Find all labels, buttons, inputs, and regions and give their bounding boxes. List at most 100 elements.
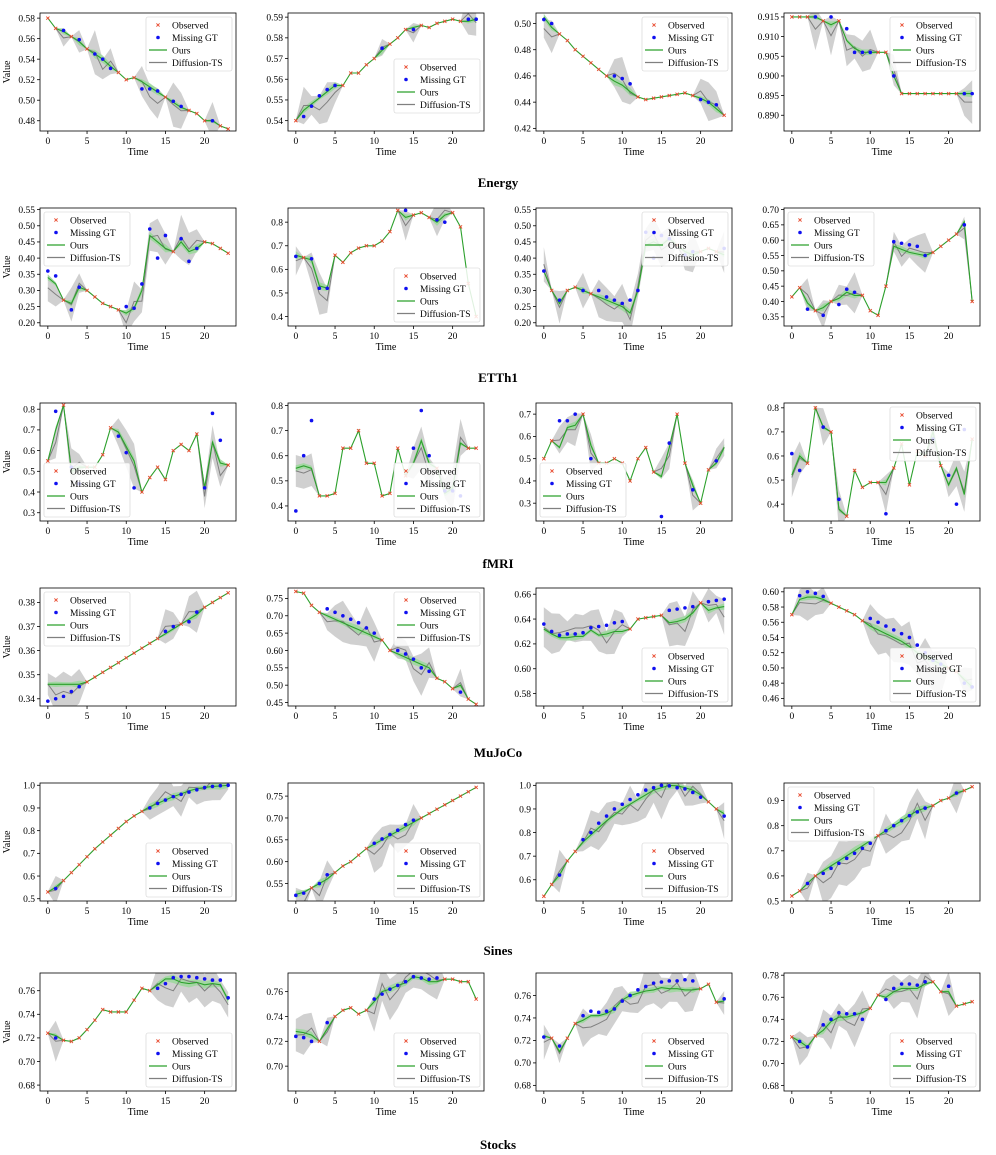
missing-gt-point: [884, 624, 888, 628]
x-axis-label: Time: [872, 917, 893, 928]
diffusion-ts-line: [815, 835, 879, 884]
missing-gt-point: [132, 306, 136, 311]
legend-label: Ours: [566, 492, 585, 502]
legend-label: Missing GT: [70, 609, 116, 619]
row-title-stocks: Stocks: [479, 1137, 517, 1152]
observed-point: [466, 697, 471, 701]
observed-point: [218, 123, 223, 128]
y-tick-label: 0.30: [514, 287, 531, 297]
x-tick-label: 20: [448, 332, 458, 342]
y-tick-label: 0.30: [18, 287, 35, 297]
missing-gt-point: [380, 46, 384, 50]
observed-point: [821, 18, 826, 23]
y-tick-label: 0.74: [762, 1016, 779, 1026]
ours-line: [543, 412, 725, 505]
observed-point: [69, 34, 74, 39]
y-tick-label: 0.72: [762, 1038, 779, 1048]
observed-point: [931, 250, 935, 255]
diffusion-band: [815, 300, 831, 326]
y-tick-label: 0.40: [762, 298, 779, 308]
legend-label: Observed: [668, 847, 705, 857]
missing-gt-point: [210, 978, 215, 982]
x-tick-label: 5: [85, 712, 90, 722]
missing-gt-point: [325, 872, 329, 877]
y-tick-label: 0.56: [762, 619, 779, 629]
observed-point: [789, 612, 794, 617]
observed-point: [931, 979, 935, 984]
missing-gt-point: [108, 66, 113, 71]
observed-point: [202, 118, 207, 123]
missing-gt-point: [899, 241, 904, 246]
missing-gt-point: [612, 74, 617, 78]
missing-gt-point: [403, 822, 408, 827]
missing-gt-point: [821, 313, 825, 318]
chart-sines-4: 0 5 10 15 20 0.5 0.6 0.7 0.8 0.9 Time Observed Missi…: [744, 775, 992, 935]
ours-line: [543, 983, 725, 1053]
ours-line: [295, 976, 477, 1043]
x-tick-label: 5: [829, 1097, 834, 1107]
observed-point: [884, 50, 888, 55]
y-tick-label: 0.37: [18, 623, 35, 633]
missing-gt-point: [372, 997, 377, 1001]
missing-gt-point: [333, 83, 337, 88]
legend-label: Observed: [814, 216, 851, 226]
observed-point: [340, 260, 345, 265]
observed-point: [557, 32, 562, 36]
y-tick-label: 0.72: [18, 1034, 35, 1044]
missing-gt-point: [458, 690, 463, 694]
diffusion-band: [47, 669, 87, 706]
y-tick-label: 0.7: [271, 427, 283, 437]
legend-label: Diffusion-TS: [420, 100, 471, 111]
observed-point: [333, 491, 337, 496]
observed-point: [187, 108, 191, 113]
y-tick-label: 0.900: [758, 72, 780, 82]
missing-gt-point: [155, 986, 160, 991]
y-tick-label: 0.60: [762, 588, 779, 598]
observed-point: [442, 802, 447, 807]
missing-gt-point: [372, 841, 377, 846]
observed-point: [829, 429, 833, 434]
missing-gt-point: [891, 823, 896, 828]
y-tick-label: 0.5: [271, 289, 283, 299]
legend-label: Diffusion-TS: [172, 884, 223, 895]
x-tick-label: 15: [905, 712, 915, 722]
y-tick-label: 0.76: [266, 988, 283, 998]
y-tick-label: 0.4: [23, 488, 35, 498]
legend-label: Diffusion-TS: [916, 448, 967, 459]
diffusion-band: [319, 600, 383, 662]
y-tick-label: 0.7: [23, 426, 35, 436]
missing-gt-point: [542, 17, 546, 22]
observed-point: [938, 91, 943, 96]
observed-point: [69, 1039, 74, 1044]
observed-point: [108, 665, 113, 670]
chart-stocks-2: 0 5 10 15 20 0.70 0.72 0.74 0.76 Time Observed Miss…: [248, 965, 496, 1125]
legend-label: Ours: [172, 46, 191, 56]
y-axis-label: Value: [2, 255, 13, 278]
missing-gt-point: [620, 802, 625, 807]
observed-point: [85, 854, 89, 859]
observed-point: [356, 71, 361, 75]
chart-svg: 0 5 10 15 20 0.42 0.44 0.46 0.48 0.50 Time Observed…: [514, 12, 733, 158]
missing-gt-point: [179, 104, 183, 109]
y-tick-label: 0.8: [519, 829, 531, 839]
observed-point: [301, 591, 306, 596]
x-tick-label: 15: [657, 907, 667, 917]
diffusion-ts-line: [543, 624, 631, 644]
observed-point: [836, 18, 841, 23]
y-tick-label: 0.52: [762, 649, 779, 659]
x-tick-label: 5: [581, 907, 586, 917]
x-tick-label: 0: [45, 332, 50, 342]
y-tick-label: 0.6: [519, 433, 531, 443]
missing-gt-point: [868, 50, 873, 55]
observed-point: [931, 803, 935, 808]
chart-energy-4: 0 5 10 15 20 0.890 0.895 0.900 0.905 0.910 0.915 Ti…: [744, 5, 992, 165]
missing-gt-point: [147, 806, 152, 810]
diffusion-band: [791, 1031, 816, 1066]
missing-gt-point: [435, 976, 439, 980]
missing-gt-point: [596, 821, 601, 825]
observed-point: [891, 466, 896, 470]
y-tick-label: 0.7: [767, 847, 779, 857]
missing-gt-point: [691, 604, 695, 609]
chart-stocks-4: 0 5 10 15 20 0.68 0.70 0.72 0.74 0.76 0.78 Time Obse…: [744, 965, 992, 1125]
diffusion-band: [149, 973, 229, 1018]
